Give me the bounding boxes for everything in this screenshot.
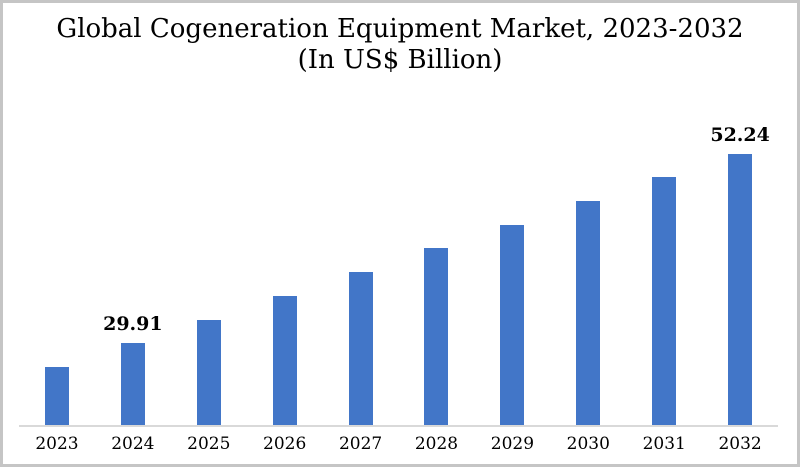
x-tick-2030: 2030 [566,434,610,454]
bar-slot-2030 [550,119,626,425]
bar-value-label-2024: 29.91 [103,313,163,335]
bar-2028 [424,248,449,425]
plot-area: 29.91 52.24 [19,119,778,425]
bar-slot-2031 [626,119,702,425]
x-tick-2027: 2027 [338,434,383,454]
bar-2023 [44,367,69,425]
bar-slot-2032: 52.24 [702,119,778,425]
x-tick-2032: 2032 [718,434,762,454]
x-axis-line [19,425,778,427]
bar-2026 [272,296,297,425]
bar-2029 [500,225,525,425]
bar-slot-2024: 29.91 [95,119,171,425]
bar-slot-2026 [247,119,323,425]
bar-2024 [120,343,145,425]
bar-slot-2028 [399,119,475,425]
bar-value-label-2032: 52.24 [710,124,770,146]
x-axis-labels: 2023 2024 2025 2026 2027 2028 2029 2030 2031 2032 [19,427,778,461]
bar-slot-2029 [474,119,550,425]
bar-slot-2027 [323,119,399,425]
bar-slot-2023 [19,119,95,425]
x-tick-2028: 2028 [414,434,459,454]
chart-title: Global Cogeneration Equipment Market, 20… [56,14,744,44]
x-tick-2026: 2026 [263,434,307,454]
chart-subtitle: (In US$ Billion) [297,45,503,75]
x-tick-2031: 2031 [642,434,686,454]
chart-title-block: Global Cogeneration Equipment Market, 20… [3,14,797,76]
x-tick-2024: 2024 [111,434,155,454]
bar-2027 [348,272,373,425]
bar-2032 [728,154,753,425]
x-tick-2025: 2025 [187,434,231,454]
bar-2025 [196,320,221,425]
x-tick-2023: 2023 [35,434,79,454]
bar-slot-2025 [171,119,247,425]
x-tick-2029: 2029 [490,434,535,454]
bar-2030 [576,201,601,425]
bar-2031 [652,177,677,425]
